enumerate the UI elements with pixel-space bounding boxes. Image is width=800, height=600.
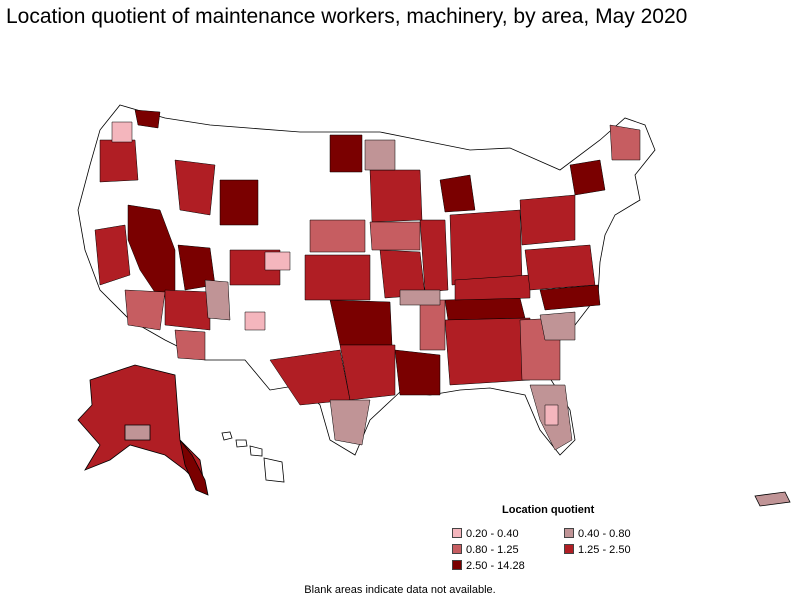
area-mississippi: [419, 299, 446, 351]
legend-title: Location quotient: [502, 504, 595, 516]
area-minnesota-east: [364, 139, 396, 171]
area-alabama-ga: [444, 317, 531, 386]
legend-label-1: 0.40 - 0.80: [578, 528, 631, 540]
legend-item-1: 0.40 - 0.80: [564, 528, 631, 540]
area-oregon: [99, 139, 139, 183]
area-idaho: [174, 159, 216, 216]
area-arkansas-north: [399, 289, 441, 306]
area-south-carolina: [539, 311, 576, 341]
legend-swatch-1: [564, 528, 574, 538]
area-louisiana: [394, 349, 441, 396]
area-texas-west: [269, 349, 351, 406]
data-availability-note: Blank areas indicate data not available.: [304, 584, 496, 596]
legend-label-4: 2.50 - 14.28: [466, 560, 525, 572]
legend-item-3: 1.25 - 2.50: [564, 544, 631, 556]
legend-swatch-4: [452, 560, 462, 570]
area-texas-east: [339, 344, 396, 401]
legend-label-0: 0.20 - 0.40: [466, 528, 519, 540]
legend-swatch-0: [452, 528, 462, 538]
legend-item-0: 0.20 - 0.40: [452, 528, 519, 540]
legend-item-2: 0.80 - 1.25: [452, 544, 519, 556]
area-wisconsin: [369, 169, 423, 223]
area-illinois: [419, 219, 449, 293]
hawaii-island-2: [235, 439, 248, 448]
area-maine: [609, 124, 641, 161]
area-tennessee: [444, 297, 526, 321]
puerto-rico: [754, 491, 791, 507]
hawaii: [221, 431, 285, 483]
alaska-south-area: [124, 424, 151, 441]
area-colorado-east: [264, 251, 291, 271]
area-oklahoma: [329, 299, 393, 346]
area-texas-coast: [329, 399, 371, 446]
area-florida-sw: [544, 404, 559, 426]
area-pennsylvania: [519, 194, 576, 246]
map-title: Location quotient of maintenance workers…: [6, 5, 688, 28]
hawaii-island-3: [249, 445, 263, 457]
legend-swatch-2: [452, 544, 462, 554]
alaska-panhandle: [179, 439, 209, 496]
legend-label-3: 1.25 - 2.50: [578, 544, 631, 556]
area-arizona-north: [174, 329, 206, 361]
area-indiana-ohio: [449, 209, 523, 286]
area-new-york: [569, 159, 606, 196]
hawaii-island-4: [263, 457, 285, 483]
alaska: [77, 364, 209, 496]
legend-label-2: 0.80 - 1.25: [466, 544, 519, 556]
area-new-mexico-east: [204, 279, 231, 321]
area-north-dakota: [329, 134, 363, 173]
area-nebraska: [309, 219, 366, 253]
area-kentucky: [454, 274, 531, 301]
area-wyoming-sw: [219, 179, 259, 226]
region-fills: [94, 109, 641, 451]
puerto-rico-island: [754, 491, 791, 507]
area-kansas: [304, 254, 371, 301]
legend: Location quotient 0.20 - 0.40 0.40 - 0.8…: [452, 500, 672, 580]
legend-item-4: 2.50 - 14.28: [452, 560, 525, 572]
area-virginia: [524, 244, 596, 291]
legend-swatch-3: [564, 544, 574, 554]
area-california-south: [124, 289, 166, 331]
area-north-carolina: [539, 284, 601, 311]
area-new-mexico-west: [244, 311, 266, 331]
area-washington-east: [111, 121, 133, 143]
area-arizona-south: [164, 289, 211, 331]
area-washington-west: [134, 109, 161, 129]
area-california-north: [94, 224, 131, 286]
area-michigan: [439, 174, 476, 213]
hawaii-island-1: [221, 431, 233, 441]
area-iowa: [369, 221, 421, 251]
